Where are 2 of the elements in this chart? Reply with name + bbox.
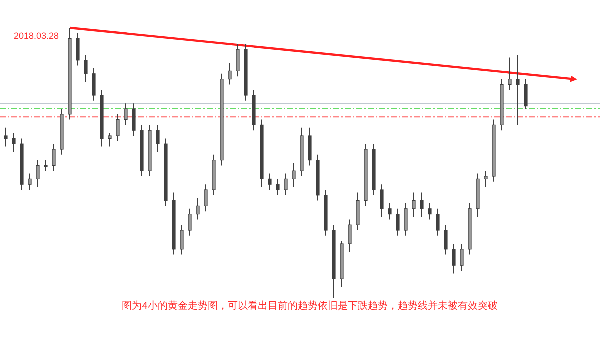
- annotation: 图为4小的黄金走势图，可以看出目前的趋势依旧是下跌趋势，趋势线并未被有效突破: [122, 301, 498, 312]
- annotation: 2018.03.28: [14, 31, 60, 41]
